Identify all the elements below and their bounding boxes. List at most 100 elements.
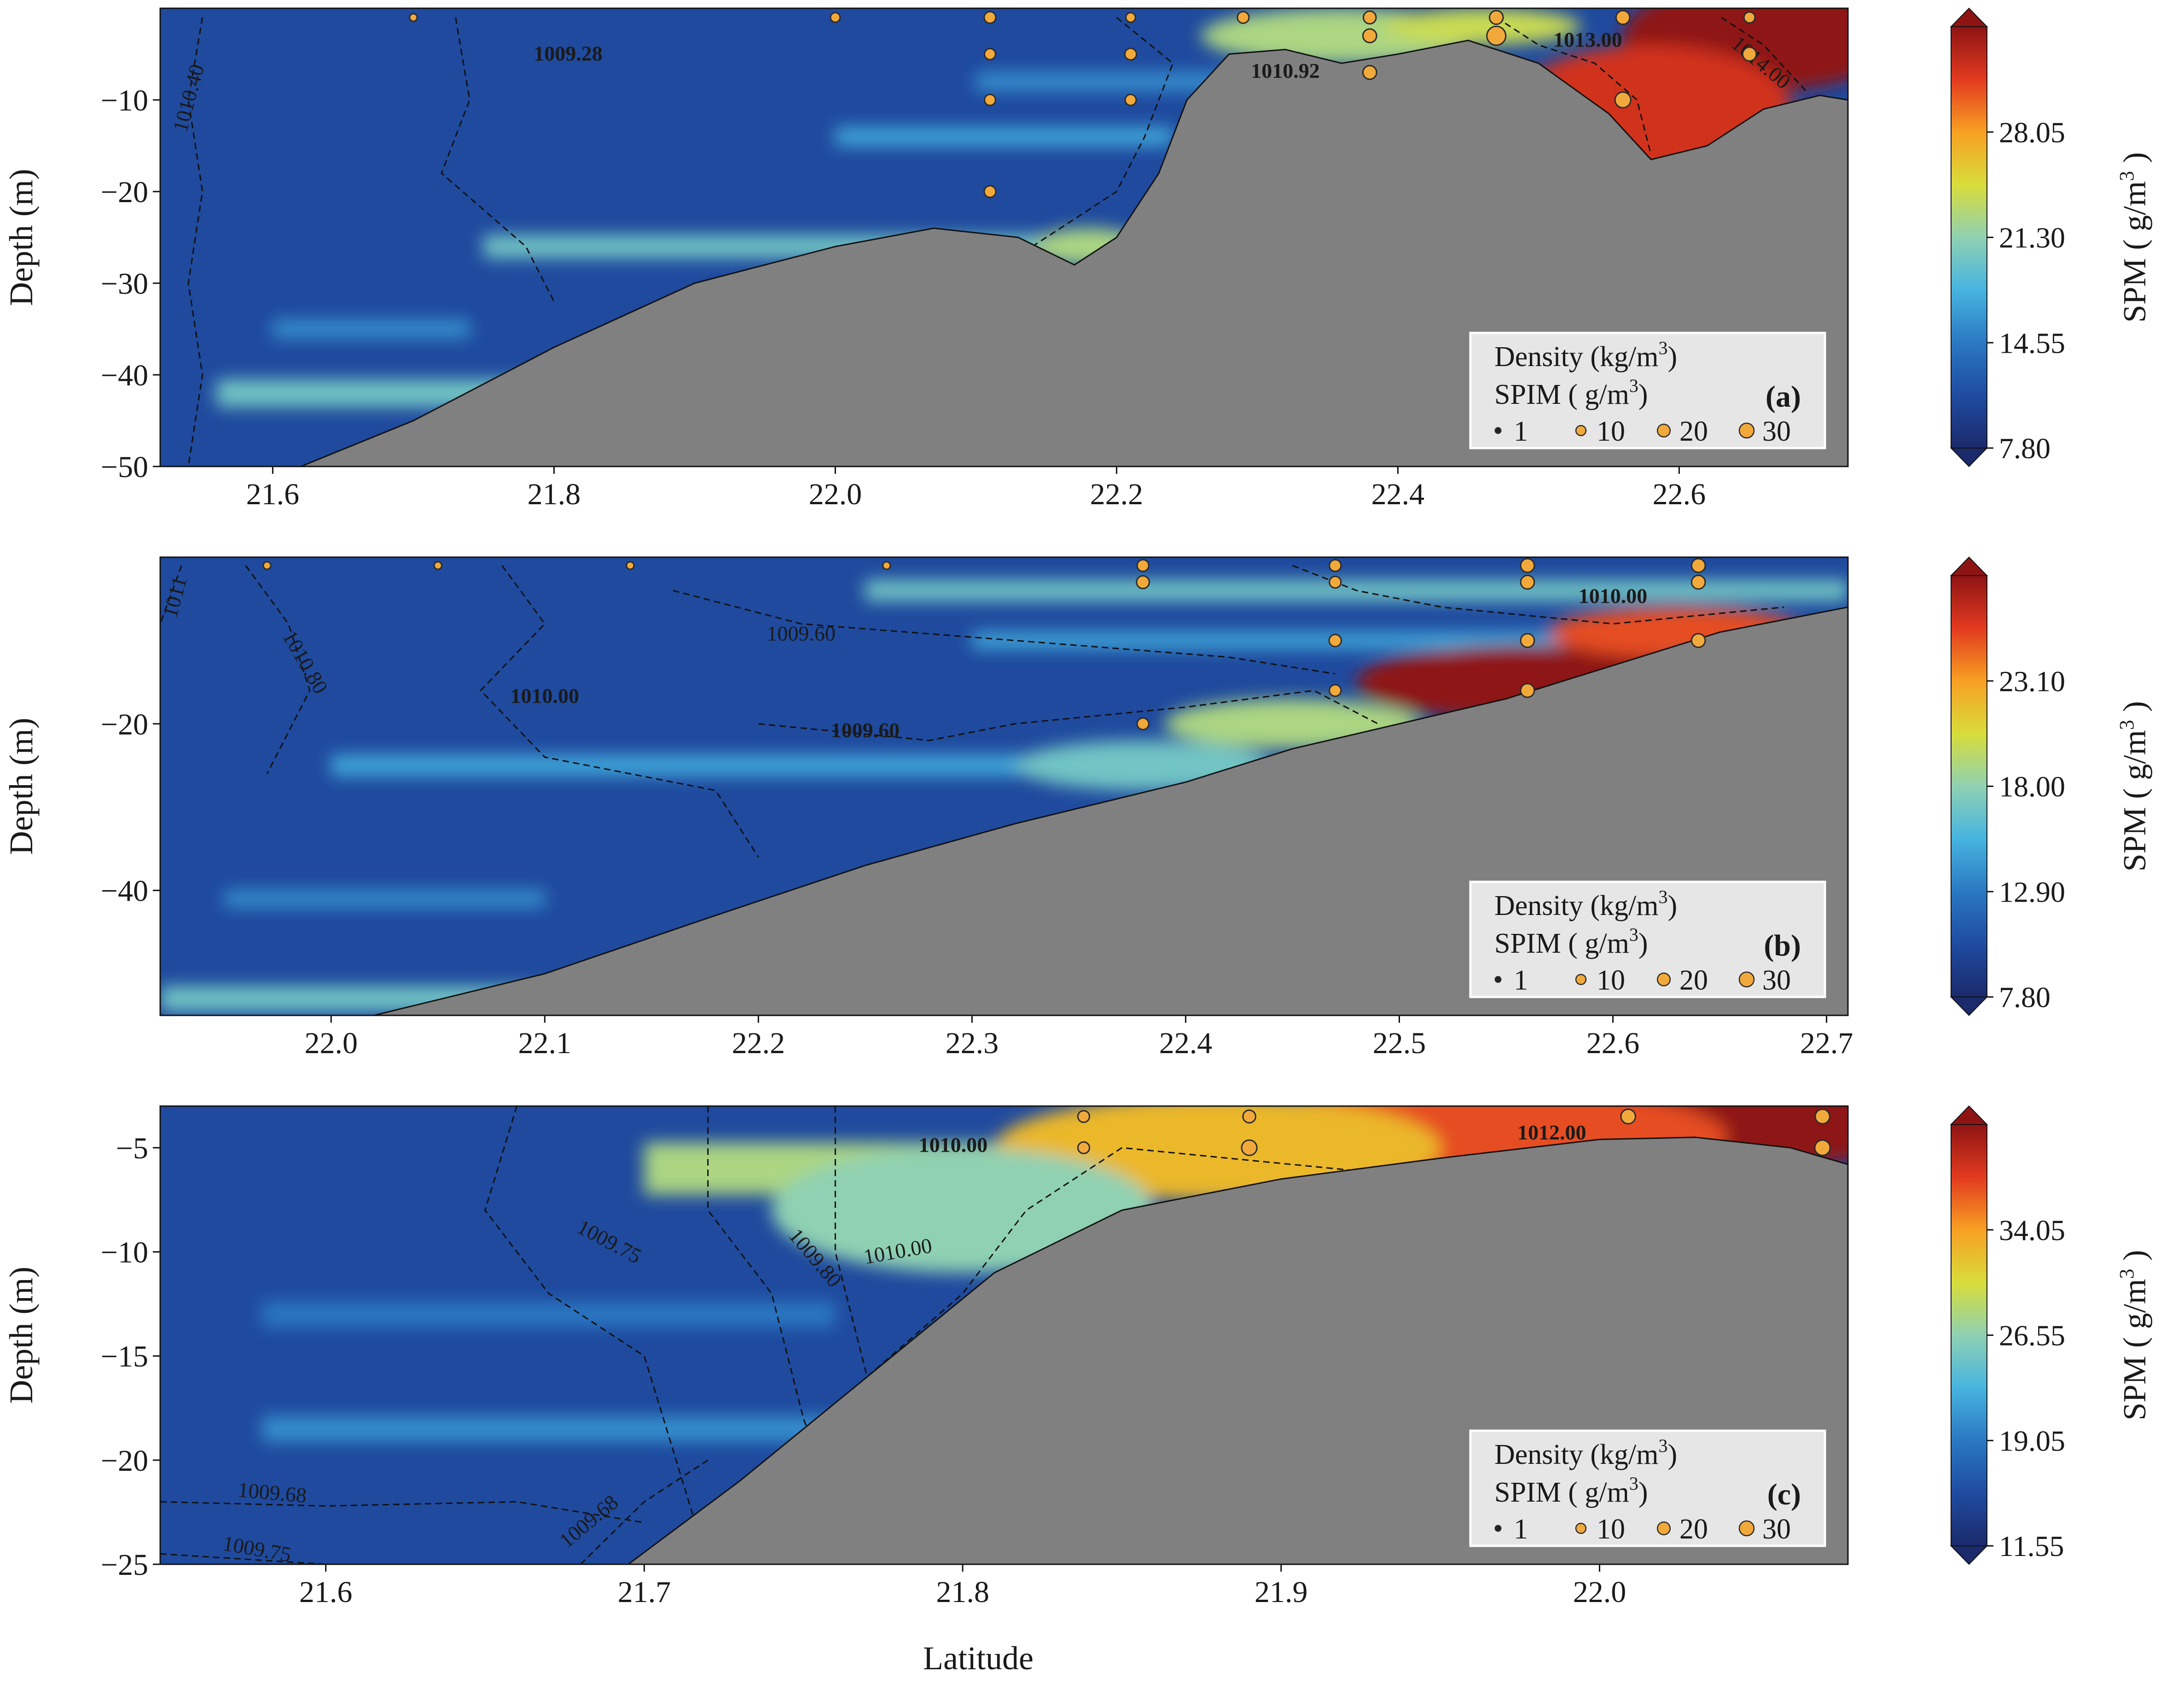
density-contour bbox=[484, 1106, 709, 1564]
spim-point bbox=[1520, 683, 1535, 698]
colorbar-tick-label: 11.55 bbox=[1999, 1530, 2064, 1562]
spim-point bbox=[983, 11, 997, 24]
legend-paren: ) bbox=[1667, 890, 1677, 921]
colorbar-bar bbox=[1951, 26, 1987, 449]
spim-point bbox=[1077, 1110, 1091, 1123]
density-contour bbox=[245, 565, 311, 775]
legend-exponent: 3 bbox=[1629, 924, 1638, 945]
spim-point bbox=[262, 561, 272, 570]
spm-band bbox=[262, 1302, 836, 1327]
legend-size-marker bbox=[1575, 973, 1587, 985]
y-tick-label: −10 bbox=[101, 1236, 148, 1270]
legend-spim-label: SPIM ( g/m3) bbox=[1494, 1473, 1648, 1508]
x-tick-label: 22.4 bbox=[1371, 478, 1425, 511]
y-tick-label: −5 bbox=[116, 1131, 148, 1165]
colorbar: 7.80 12.90 18.00 23.10 SPM ( g/m3 ) bbox=[1950, 556, 2153, 1016]
plot-frame bbox=[159, 7, 1849, 467]
y-tick-label: −20 bbox=[101, 175, 148, 209]
legend-size-label: 30 bbox=[1762, 1514, 1791, 1545]
panel-label: (b) bbox=[1764, 929, 1801, 962]
colorbar-label: SPM ( g/m3 ) bbox=[2115, 701, 2153, 871]
colorbar-extend-min bbox=[1950, 1545, 1988, 1565]
spm-band bbox=[262, 1416, 836, 1442]
legend-exponent: 3 bbox=[1658, 886, 1667, 907]
density-contour bbox=[441, 17, 555, 302]
x-tick-label: 21.8 bbox=[528, 478, 581, 511]
legend-size-label: 1 bbox=[1514, 1514, 1528, 1545]
panel-label: (c) bbox=[1767, 1478, 1801, 1511]
spim-point bbox=[1486, 25, 1507, 46]
plot-frame bbox=[159, 1105, 1849, 1565]
x-tick-label: 22.0 bbox=[1573, 1575, 1626, 1609]
legend-size-label: 20 bbox=[1679, 965, 1708, 996]
legend-paren: ) bbox=[1667, 1439, 1677, 1470]
contour-label: 1010.00 bbox=[511, 684, 580, 708]
colorbar-extend-max bbox=[1950, 556, 1988, 576]
colorbar-bar bbox=[1951, 575, 1987, 997]
colorbar-tick-label: 7.80 bbox=[1999, 981, 2050, 1014]
legend-size-marker bbox=[1656, 1521, 1671, 1536]
spm-hotspot bbox=[1383, 8, 1581, 45]
spim-point bbox=[1520, 574, 1535, 590]
legend-size-label: 10 bbox=[1597, 1514, 1625, 1545]
contour-label: 1010.00 bbox=[919, 1133, 988, 1157]
legend-size-marker bbox=[1575, 1522, 1587, 1534]
density-contour bbox=[673, 589, 1336, 675]
spim-point bbox=[1362, 64, 1377, 80]
contour-label: 1012.00 bbox=[1517, 1120, 1586, 1144]
spim-point bbox=[1136, 717, 1150, 730]
y-tick-label: −40 bbox=[101, 359, 148, 392]
legend-paren: ) bbox=[1638, 379, 1648, 410]
legend-box bbox=[1469, 1429, 1826, 1547]
legend: Density (kg/m3)SPIM ( g/m3) (a) 1 10 20 30 bbox=[1469, 332, 1826, 449]
colorbar-label-exponent: 3 bbox=[2115, 171, 2138, 181]
legend-box bbox=[1469, 880, 1826, 998]
y-tick-label: −40 bbox=[101, 874, 148, 908]
spim-point bbox=[409, 13, 418, 22]
colorbar-tick-label: 34.05 bbox=[1999, 1214, 2065, 1247]
spim-point bbox=[1329, 559, 1342, 572]
spim-point bbox=[1241, 1139, 1258, 1156]
colorbar-tick-label: 19.05 bbox=[1999, 1424, 2065, 1457]
x-tick-label: 22.0 bbox=[809, 478, 862, 511]
spim-point bbox=[1242, 1109, 1256, 1124]
spim-point bbox=[882, 561, 891, 570]
spm-band bbox=[273, 320, 470, 338]
y-tick-label: −30 bbox=[101, 267, 148, 301]
legend-spim-label: SPIM ( g/m3) bbox=[1494, 375, 1648, 410]
x-tick-label: 22.2 bbox=[732, 1026, 785, 1060]
colorbar-tick-label: 28.05 bbox=[1999, 116, 2065, 149]
spim-point bbox=[1690, 574, 1706, 590]
spim-point bbox=[1328, 634, 1342, 647]
density-contour bbox=[187, 17, 203, 466]
spim-point bbox=[1614, 91, 1632, 109]
y-tick-label: −20 bbox=[101, 708, 148, 741]
legend-size-label: 1 bbox=[1514, 965, 1528, 996]
seabed bbox=[160, 1136, 1848, 1564]
spim-point bbox=[1329, 576, 1342, 589]
spim-point bbox=[1124, 93, 1137, 106]
spim-point bbox=[983, 185, 997, 198]
colorbar-extend-min bbox=[1950, 448, 1988, 467]
legend-size-marker bbox=[1494, 1525, 1502, 1532]
contour-label: 1009.60 bbox=[831, 718, 900, 742]
legend-size-marker bbox=[1738, 422, 1755, 439]
legend-density-label: Density (kg/m3) bbox=[1494, 886, 1677, 921]
colorbar-label-end: ) bbox=[2117, 1250, 2153, 1269]
density-contour bbox=[580, 1459, 709, 1564]
spim-point bbox=[984, 48, 996, 60]
contour-label: 1013.00 bbox=[1553, 28, 1622, 52]
colorbar: 7.80 14.55 21.30 28.05 SPM ( g/m3 ) bbox=[1950, 7, 2153, 467]
legend-exponent: 3 bbox=[1658, 338, 1667, 358]
spim-point bbox=[1615, 10, 1631, 25]
legend-size-marker bbox=[1494, 427, 1502, 434]
colorbar-tick-label: 23.10 bbox=[1999, 665, 2065, 698]
legend-size-label: 10 bbox=[1597, 965, 1625, 996]
x-tick-label: 21.8 bbox=[936, 1575, 989, 1609]
density-contour bbox=[1496, 17, 1652, 155]
legend-size-marker bbox=[1494, 976, 1502, 983]
spim-point bbox=[1237, 11, 1250, 24]
